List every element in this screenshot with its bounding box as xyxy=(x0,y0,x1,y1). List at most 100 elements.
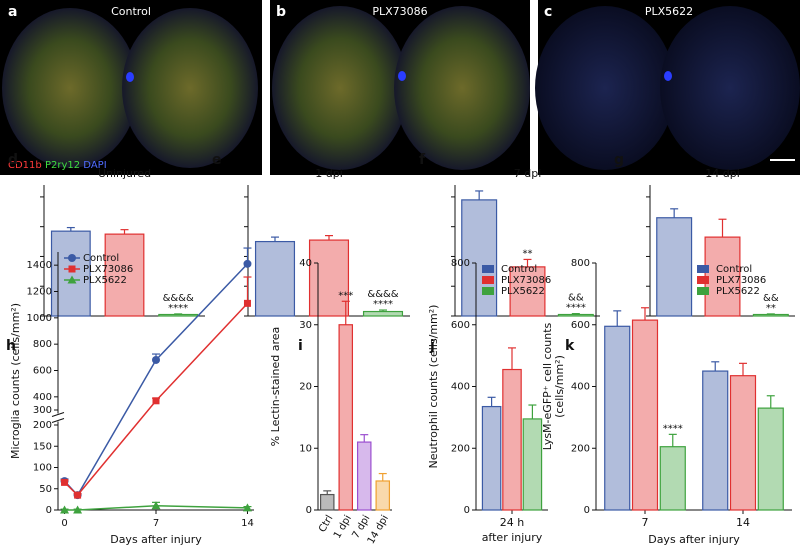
error-bar xyxy=(378,472,387,481)
panel-letter: f xyxy=(419,152,426,168)
error-bar xyxy=(360,434,369,443)
panel-title: 7 dpi xyxy=(514,167,542,180)
bar xyxy=(356,441,372,511)
bar xyxy=(104,233,145,317)
error-bar xyxy=(766,313,775,315)
y-tick-label: 200 xyxy=(451,443,470,454)
significance: **** xyxy=(373,299,393,310)
y-tick-label: 30 xyxy=(299,320,312,331)
bar xyxy=(631,319,659,511)
bar xyxy=(502,368,522,511)
y-axis-label: Neutrophil counts (cells/mm²) xyxy=(427,305,440,469)
legend-label: PLX5622 xyxy=(501,286,545,297)
panel-letter: e xyxy=(212,152,222,168)
error-bar xyxy=(571,313,580,315)
axis-break xyxy=(52,413,64,422)
legend-swatch xyxy=(482,276,494,284)
y-tick-label: 300 xyxy=(33,405,52,416)
y-tick-label: 150 xyxy=(33,441,52,452)
y-tick-label: 600 xyxy=(451,320,470,331)
error-bar xyxy=(487,396,496,407)
y-tick-label: 0 xyxy=(584,505,590,516)
x-tick-label: 14 xyxy=(241,518,254,529)
bar xyxy=(481,405,502,511)
point xyxy=(152,397,160,405)
legend-label: Control xyxy=(83,253,119,264)
error-bar xyxy=(528,404,537,419)
panel-letter: a xyxy=(8,4,17,20)
error-bar xyxy=(271,236,279,242)
legend-marker xyxy=(68,265,76,273)
bar xyxy=(308,239,350,317)
x-axis-label: Days after injury xyxy=(110,533,202,546)
bar xyxy=(656,217,693,317)
legend-label: Control xyxy=(716,264,752,275)
legend-swatch xyxy=(697,265,709,273)
bar xyxy=(729,375,757,511)
image-c xyxy=(535,0,800,175)
legend-label: Control xyxy=(501,264,537,275)
point xyxy=(243,259,252,268)
point xyxy=(73,505,83,514)
y-tick-label: 800 xyxy=(33,339,52,350)
stain-legend: CD11b P2ry12 DAPI xyxy=(8,160,107,171)
error-bar xyxy=(475,190,484,200)
bar xyxy=(362,310,404,317)
image-label: PLX73086 xyxy=(372,5,427,18)
error-bar xyxy=(341,300,350,325)
bar xyxy=(757,407,784,511)
y-tick-label: 1000 xyxy=(27,313,52,324)
legend-label: PLX73086 xyxy=(83,264,133,275)
legend-swatch xyxy=(697,287,709,295)
significance: && xyxy=(568,293,584,304)
error-bar xyxy=(325,235,333,241)
legend-marker xyxy=(67,275,77,284)
legend-marker xyxy=(68,254,76,262)
significance: **** xyxy=(566,303,586,314)
panel-title: 14 dpi xyxy=(705,167,740,180)
x-tick-label: Ctrl xyxy=(317,514,335,535)
x-tick-label: 7 xyxy=(642,516,649,529)
bar xyxy=(704,236,741,317)
panel-letter: k xyxy=(565,338,575,354)
y-tick-label: 50 xyxy=(39,484,52,495)
y-axis-label: % Lectin-stained area xyxy=(269,327,282,447)
x-tick-label: 14 xyxy=(736,516,750,529)
significance: **** xyxy=(663,423,683,434)
bar xyxy=(319,493,335,511)
series-line xyxy=(63,263,249,497)
panel-letter: i xyxy=(298,338,303,354)
significance: *** xyxy=(338,290,353,301)
stain: CD11b xyxy=(8,160,42,171)
point xyxy=(242,503,252,512)
x-tick-label: 7 xyxy=(153,518,159,529)
error-bar xyxy=(120,229,129,235)
bar xyxy=(702,370,729,511)
legend-label: PLX73086 xyxy=(716,275,766,286)
image-label: Control xyxy=(111,5,151,18)
point xyxy=(152,355,160,364)
error-bar xyxy=(718,218,727,238)
stain: DAPI xyxy=(83,160,106,171)
bar xyxy=(461,199,498,317)
y-tick-label: 600 xyxy=(33,366,52,377)
significance: **** xyxy=(168,303,188,314)
y-tick-label: 1400 xyxy=(27,260,52,271)
y-axis-label: LysM-eGFP⁺ cell counts xyxy=(541,322,554,450)
series-line xyxy=(64,302,249,497)
error-bar xyxy=(766,395,775,409)
y-tick-label: 800 xyxy=(451,258,470,269)
error-bar xyxy=(613,310,622,327)
legend-swatch xyxy=(697,276,709,284)
y-tick-label: 0 xyxy=(46,505,52,516)
y-tick-label: 40 xyxy=(299,258,312,269)
bar xyxy=(604,325,631,511)
bar xyxy=(158,313,199,317)
y-tick-label: 100 xyxy=(33,463,52,474)
error-bar xyxy=(508,347,516,370)
x-tick-label: 1 dpi xyxy=(332,514,354,541)
error-bar xyxy=(243,276,252,304)
legend-label: PLX73086 xyxy=(501,275,551,286)
panel-letter: b xyxy=(276,4,286,20)
